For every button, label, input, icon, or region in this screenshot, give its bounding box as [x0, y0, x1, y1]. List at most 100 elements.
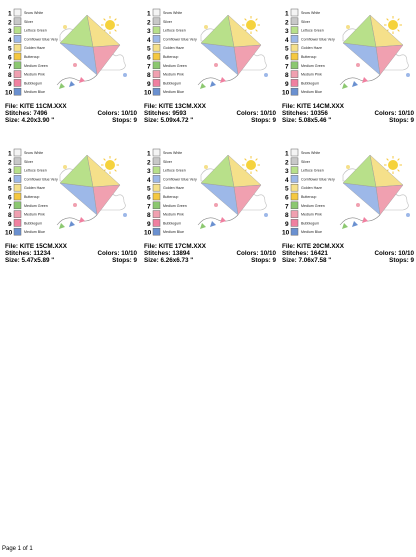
thread-swatch — [152, 61, 161, 70]
thread-swatch — [290, 87, 299, 96]
kite-part — [210, 221, 216, 227]
thread-swatch — [290, 175, 299, 183]
thread-swatch — [13, 43, 22, 52]
kite-part — [200, 223, 206, 229]
kite-part — [406, 213, 410, 217]
thread-number: 2 — [8, 159, 12, 166]
thread-swatch — [152, 192, 161, 201]
kite-part — [233, 44, 262, 76]
kite-part — [352, 81, 358, 87]
thread-number: 9 — [147, 221, 151, 228]
thread-number: 9 — [147, 81, 151, 88]
design: 1 Snow White 2 Silver 3 Lettuce Green 4 Cornflo… — [144, 5, 278, 133]
thread-name: Buttercup — [163, 55, 178, 59]
thread-name: Silver — [24, 20, 34, 24]
kite-part — [92, 44, 121, 76]
thread-name: Medium Blue — [301, 90, 322, 94]
thread-name: Cornflower Blue Very — [24, 177, 58, 181]
info-size: Size: 5.08x5.46 " — [282, 117, 332, 124]
kite-part — [103, 158, 106, 161]
thread-swatch — [290, 17, 299, 26]
thread-name: Buttercup — [163, 195, 178, 199]
thread-name: Medium Pink — [301, 73, 322, 77]
thread-number: 6 — [285, 55, 289, 62]
thread-swatch — [13, 175, 22, 183]
thread-number: 6 — [8, 195, 12, 202]
thread-number: 1 — [285, 11, 289, 18]
kite-part — [73, 203, 77, 207]
thread-number: 5 — [8, 46, 12, 53]
kite-part — [342, 223, 348, 229]
thread-name: Buttercup — [24, 55, 39, 59]
thread-name: Medium Green — [24, 204, 48, 208]
thread-swatch — [13, 210, 22, 218]
thread-swatch — [290, 61, 299, 70]
thread-name: Snow White — [301, 11, 320, 15]
thread-number: 4 — [285, 37, 289, 44]
design: 1 Snow White 2 Silver 3 Lettuce Green 4 Cornflo… — [5, 5, 139, 133]
info-size: Size: 5.09x4.72 " — [144, 117, 194, 124]
info-size: Size: 4.20x3.90 " — [5, 117, 55, 124]
thread-number: 3 — [147, 28, 151, 35]
thread-swatch — [152, 26, 161, 34]
thread-number: 7 — [147, 63, 151, 70]
thread-number: 1 — [8, 11, 12, 18]
thread-swatch — [152, 43, 161, 52]
kite-part — [197, 214, 239, 226]
kite-part — [69, 81, 75, 87]
thread-swatch — [13, 157, 22, 166]
thread-swatch — [13, 87, 22, 96]
kite-part — [114, 29, 117, 32]
kite-part — [342, 154, 377, 188]
thread-name: Lettuce Green — [24, 29, 47, 33]
thread-number: 4 — [147, 177, 151, 184]
kite-part — [342, 83, 348, 89]
thread-name: Medium Green — [163, 64, 187, 68]
kite-part — [79, 77, 85, 83]
thread-number: 10 — [144, 90, 152, 97]
thread-number: 10 — [282, 230, 290, 237]
thread-swatch — [152, 70, 161, 78]
thread-swatch — [290, 166, 299, 174]
kite-part — [397, 29, 400, 32]
kite-part — [339, 74, 381, 86]
thread-swatch — [152, 52, 161, 61]
thread-name: Bubblegum — [301, 221, 319, 225]
thread-name: Medium Blue — [24, 230, 45, 234]
kite-part — [356, 63, 360, 67]
thread-number: 5 — [147, 46, 151, 53]
thread-number: 7 — [8, 203, 12, 210]
thread-swatch — [152, 8, 161, 17]
kite-part — [59, 83, 65, 89]
thread-swatch — [290, 26, 299, 34]
kite-part — [200, 182, 239, 216]
thread-name: Medium Pink — [24, 213, 45, 217]
thread-swatch — [290, 8, 299, 17]
kite-part — [200, 14, 235, 48]
design-art: 1 Snow White 2 Silver 3 Lettuce Green 4 Cornflo… — [5, 8, 127, 97]
thread-name: Bubblegum — [24, 221, 42, 225]
kite-part — [406, 73, 410, 77]
thread-swatch — [13, 26, 22, 34]
kite-part — [388, 160, 398, 170]
thread-name: Medium Green — [301, 204, 325, 208]
thread-name: Snow White — [163, 11, 182, 15]
design: 1 Snow White 2 Silver 3 Lettuce Green 4 Cornflo… — [5, 145, 139, 273]
thread-swatch — [152, 227, 161, 236]
kite-part — [244, 18, 247, 21]
thread-name: Golden Haze — [24, 46, 45, 50]
thread-name: Snow White — [24, 11, 43, 15]
info-colors: Colors: 10/10 — [97, 110, 137, 117]
thread-number: 8 — [8, 72, 12, 79]
thread-name: Medium Blue — [301, 230, 322, 234]
thread-swatch — [152, 166, 161, 174]
kite-part — [264, 73, 268, 77]
thread-name: Medium Pink — [163, 213, 184, 217]
info-size: Size: 7.06x7.58 " — [282, 257, 332, 264]
thread-number: 8 — [147, 212, 151, 219]
thread-swatch — [13, 17, 22, 26]
thread-name: Silver — [163, 20, 173, 24]
kite-part — [204, 165, 208, 169]
thread-name: Medium Pink — [163, 73, 184, 77]
thread-number: 2 — [147, 159, 151, 166]
